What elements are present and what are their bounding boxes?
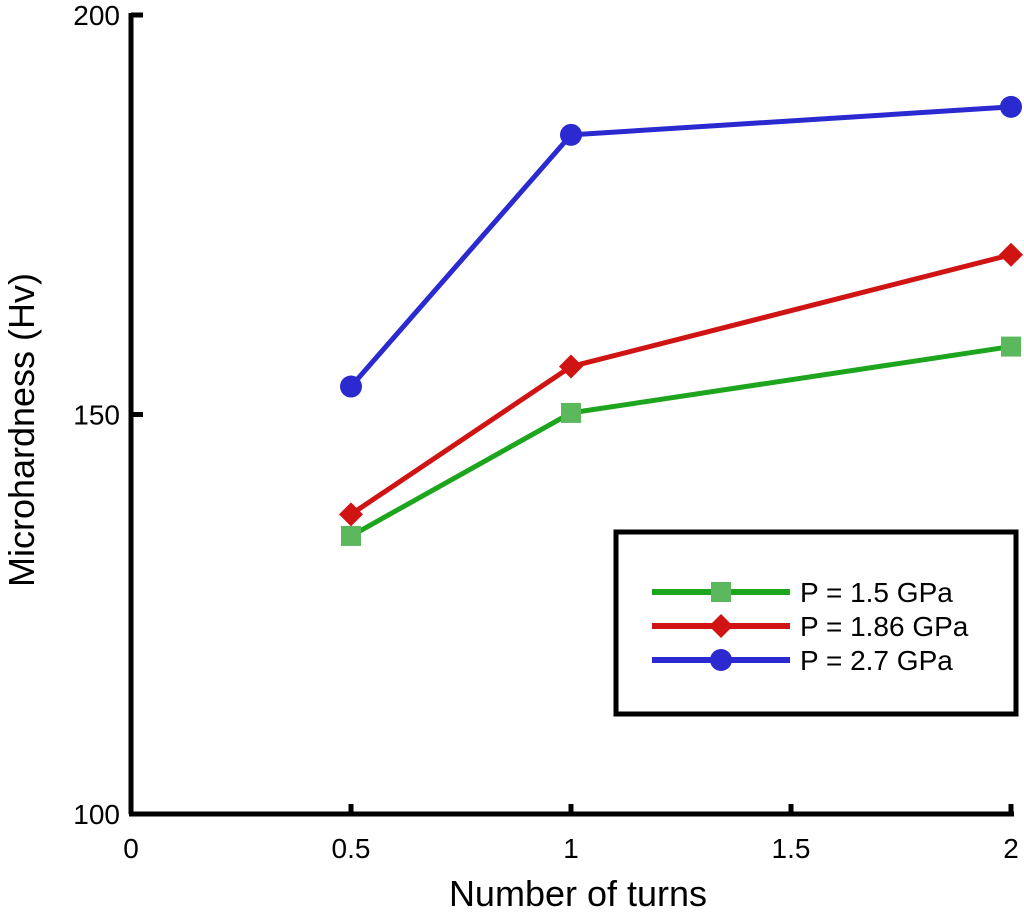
x-tick-label: 0 <box>123 833 139 864</box>
series-line <box>349 252 1012 517</box>
y-axis-label: Microhardness (Hv) <box>1 273 42 587</box>
legend-label: P = 1.5 GPa <box>800 577 953 608</box>
legend-label: P = 1.86 GPa <box>800 611 969 642</box>
y-tick-label: 100 <box>73 799 120 830</box>
x-tick-label: 1 <box>563 833 579 864</box>
legend-label: P = 2.7 GPa <box>800 645 953 676</box>
series-p-1-5-gpa <box>341 336 1021 546</box>
legend-entry: P = 1.86 GPa <box>652 611 969 642</box>
legend-marker <box>710 649 732 671</box>
data-point <box>561 402 581 423</box>
series-line <box>349 344 1012 539</box>
y-tick-label: 200 <box>73 0 120 31</box>
y-tick-label: 150 <box>73 400 120 431</box>
series-line <box>349 104 1012 389</box>
data-point <box>999 242 1023 267</box>
legend-marker <box>711 582 731 602</box>
data-point <box>560 123 582 146</box>
series-p-1-86-gpa <box>339 242 1023 527</box>
x-tick-label: 0.5 <box>332 833 371 864</box>
data-point <box>559 354 583 379</box>
data-point <box>340 375 362 398</box>
x-tick-label: 1.5 <box>772 833 811 864</box>
legend-marker <box>709 614 733 638</box>
legend-entry: P = 1.5 GPa <box>652 577 953 608</box>
x-axis-label: Number of turns <box>449 873 707 914</box>
data-point <box>1000 95 1022 118</box>
x-tick-label: 2 <box>1003 833 1019 864</box>
data-point <box>339 502 363 527</box>
series-group <box>339 95 1023 546</box>
series-p-2-7-gpa <box>340 95 1022 398</box>
data-point <box>341 525 361 546</box>
ticks: 0 0.5 1 1.5 2 100 150 200 <box>73 0 1019 864</box>
data-point <box>1001 336 1021 357</box>
legend-entry: P = 2.7 GPa <box>652 645 953 676</box>
